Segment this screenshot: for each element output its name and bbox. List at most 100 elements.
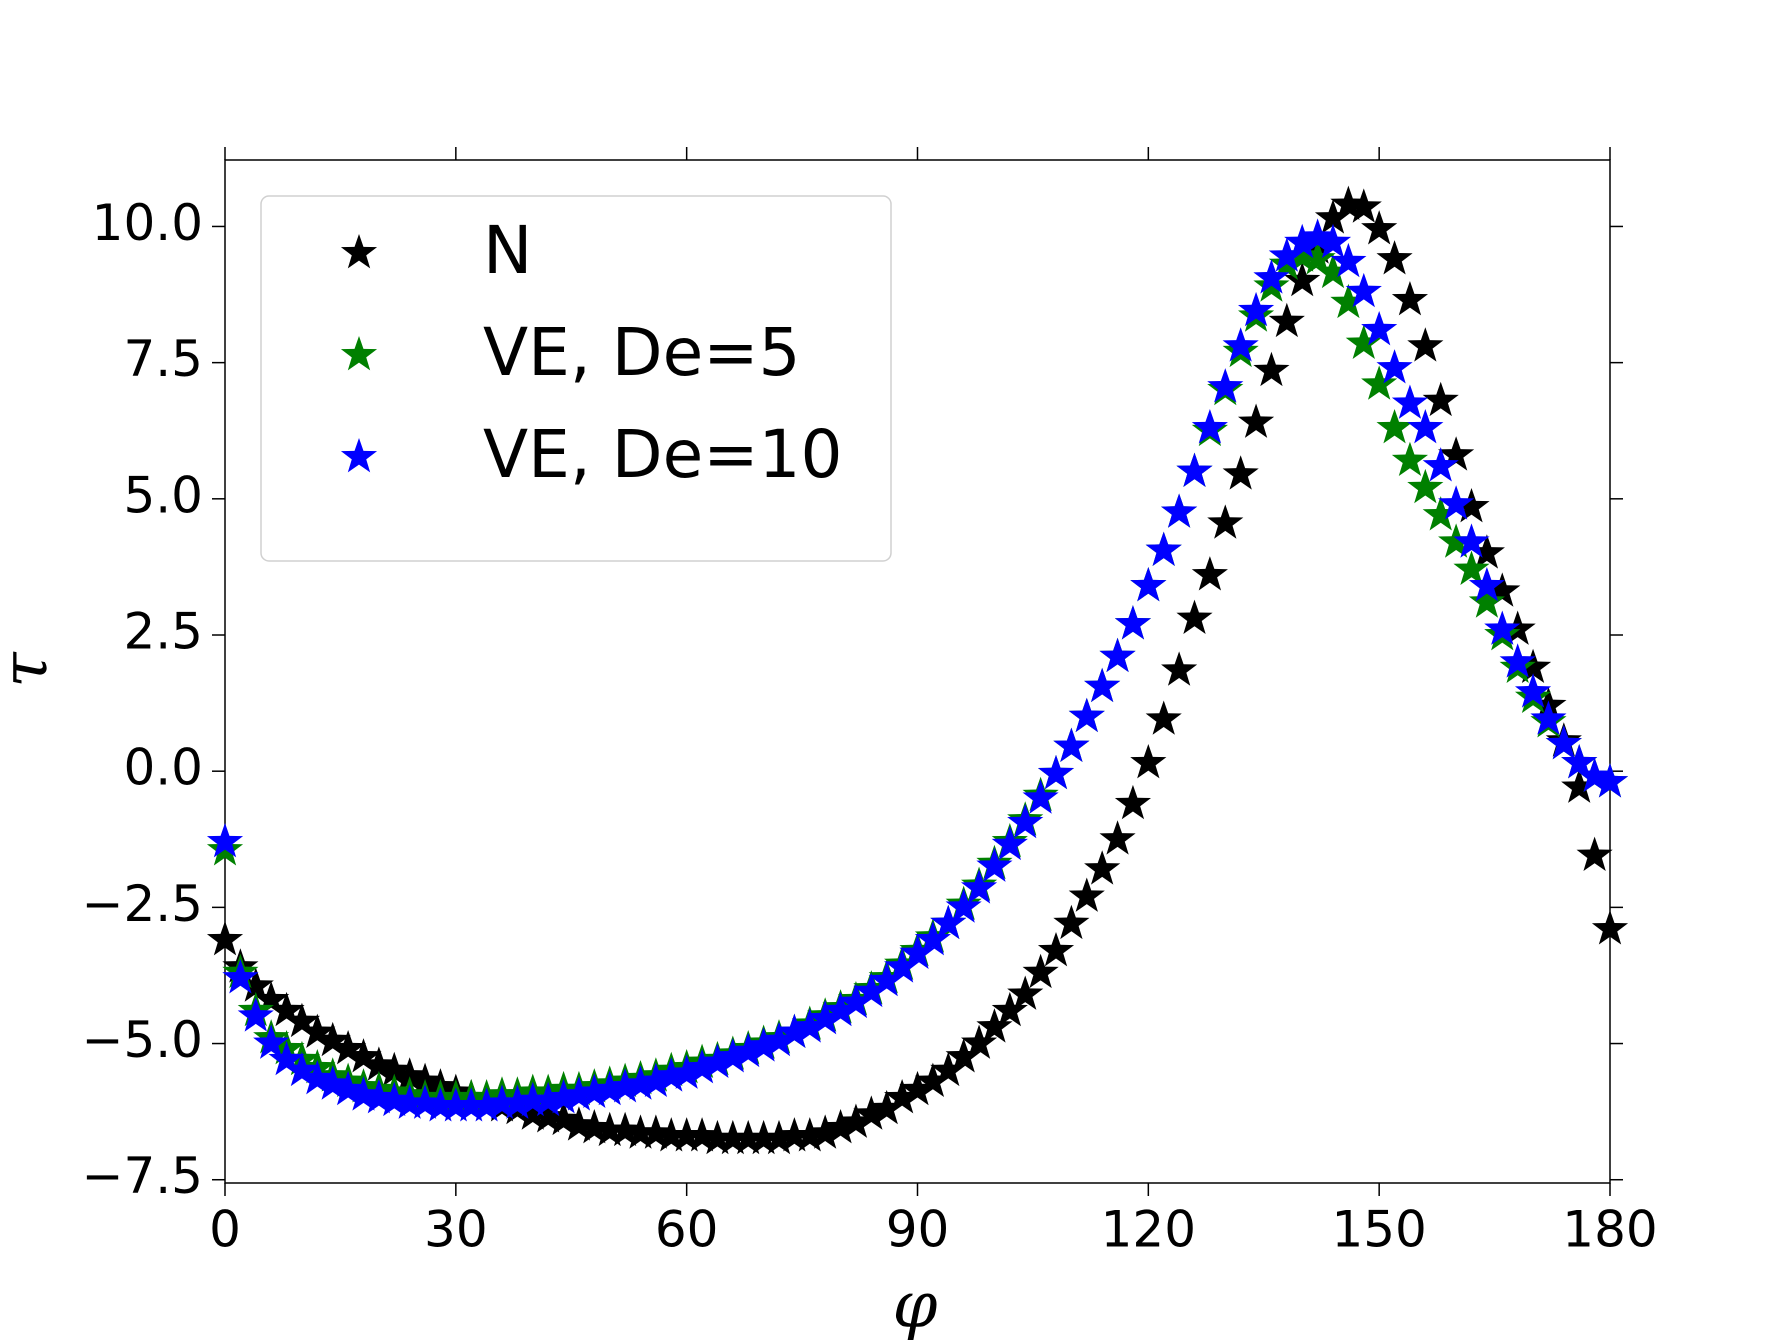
data-point <box>1084 850 1121 885</box>
data-point <box>853 972 890 1008</box>
data-point <box>868 961 905 997</box>
data-point <box>653 1057 690 1092</box>
data-point <box>976 847 1013 882</box>
data-point <box>853 1095 890 1130</box>
data-point <box>222 959 259 994</box>
data-point <box>1361 310 1398 346</box>
data-point <box>930 1051 967 1087</box>
data-point <box>1514 648 1552 684</box>
data-point <box>930 904 967 940</box>
data-point <box>1407 468 1444 504</box>
data-point <box>622 1114 659 1149</box>
data-point <box>1376 349 1413 384</box>
data-point <box>483 1084 521 1119</box>
data-point <box>1114 605 1152 640</box>
data-point <box>1314 223 1352 259</box>
data-point <box>1361 210 1398 245</box>
x-tick-label: 90 <box>886 1201 950 1259</box>
data-point <box>1176 599 1213 635</box>
x-axis-label: φ <box>893 1269 938 1340</box>
data-point <box>1468 566 1505 602</box>
data-point <box>1099 820 1136 855</box>
data-point <box>1068 697 1105 733</box>
data-point <box>914 921 951 956</box>
y-tick-label: −5.0 <box>82 1011 203 1069</box>
data-point <box>591 1070 628 1106</box>
data-point <box>1438 436 1475 471</box>
data-point <box>1053 904 1090 940</box>
data-point <box>960 1024 998 1059</box>
data-point <box>884 948 921 983</box>
data-point <box>299 1013 336 1049</box>
legend-label: N <box>483 212 532 289</box>
legend-label: VE, De=5 <box>483 314 801 391</box>
data-point <box>1161 651 1198 686</box>
y-axis-label: τ <box>0 651 63 688</box>
data-point <box>1145 700 1182 735</box>
data-point <box>1514 673 1552 708</box>
data-point <box>1361 365 1398 400</box>
data-point <box>1468 534 1505 569</box>
y-tick-label: 7.5 <box>123 330 203 388</box>
data-point <box>1422 496 1459 531</box>
data-point <box>314 1065 351 1100</box>
data-point <box>268 991 305 1027</box>
data-point <box>360 1046 397 1081</box>
data-point <box>299 1059 336 1095</box>
data-point <box>376 1051 413 1087</box>
data-point <box>237 997 274 1032</box>
data-point <box>514 1081 551 1117</box>
legend-marker <box>340 438 378 473</box>
data-point <box>1499 643 1536 678</box>
data-point <box>1545 724 1582 760</box>
data-point <box>1237 403 1275 438</box>
data-point <box>1561 744 1598 779</box>
data-point <box>330 1030 367 1065</box>
data-point <box>960 869 998 904</box>
data-point <box>1314 253 1352 289</box>
data-point <box>1376 409 1413 444</box>
data-point <box>591 1111 628 1147</box>
data-point <box>1391 281 1429 316</box>
data-point <box>1468 583 1505 618</box>
data-point <box>1068 877 1105 912</box>
data-point <box>760 1119 798 1155</box>
data-point <box>745 1119 782 1155</box>
data-point <box>1207 504 1244 539</box>
data-point <box>1453 523 1490 558</box>
data-point <box>253 1024 290 1059</box>
data-point <box>868 1089 905 1125</box>
data-point <box>422 1087 459 1122</box>
data-point <box>791 1008 828 1043</box>
data-point <box>1130 744 1167 779</box>
data-point <box>1345 324 1382 359</box>
data-point <box>1284 223 1321 259</box>
data-point <box>899 934 936 970</box>
data-point <box>776 1117 813 1152</box>
data-point <box>1130 566 1167 602</box>
data-point <box>545 1079 582 1114</box>
data-point <box>1591 910 1629 945</box>
data-point <box>530 1081 567 1117</box>
data-point <box>1391 441 1429 477</box>
y-tick-label: −2.5 <box>82 875 203 933</box>
x-tick-label: 30 <box>424 1201 488 1259</box>
data-point <box>468 1087 505 1122</box>
data-point <box>730 1119 767 1155</box>
data-point <box>560 1076 598 1111</box>
data-point <box>945 888 982 923</box>
data-point <box>914 1062 951 1098</box>
data-point <box>807 1000 844 1035</box>
data-point <box>1191 556 1228 591</box>
data-point <box>1222 327 1259 362</box>
data-point <box>1268 302 1305 338</box>
data-point <box>1284 261 1321 297</box>
data-point <box>1145 531 1182 566</box>
data-point <box>391 1057 428 1092</box>
data-point <box>607 1068 644 1103</box>
data-point <box>345 1038 382 1073</box>
data-point <box>1268 237 1305 272</box>
data-point <box>237 967 274 1002</box>
data-point <box>1037 754 1075 790</box>
data-point <box>991 825 1028 861</box>
